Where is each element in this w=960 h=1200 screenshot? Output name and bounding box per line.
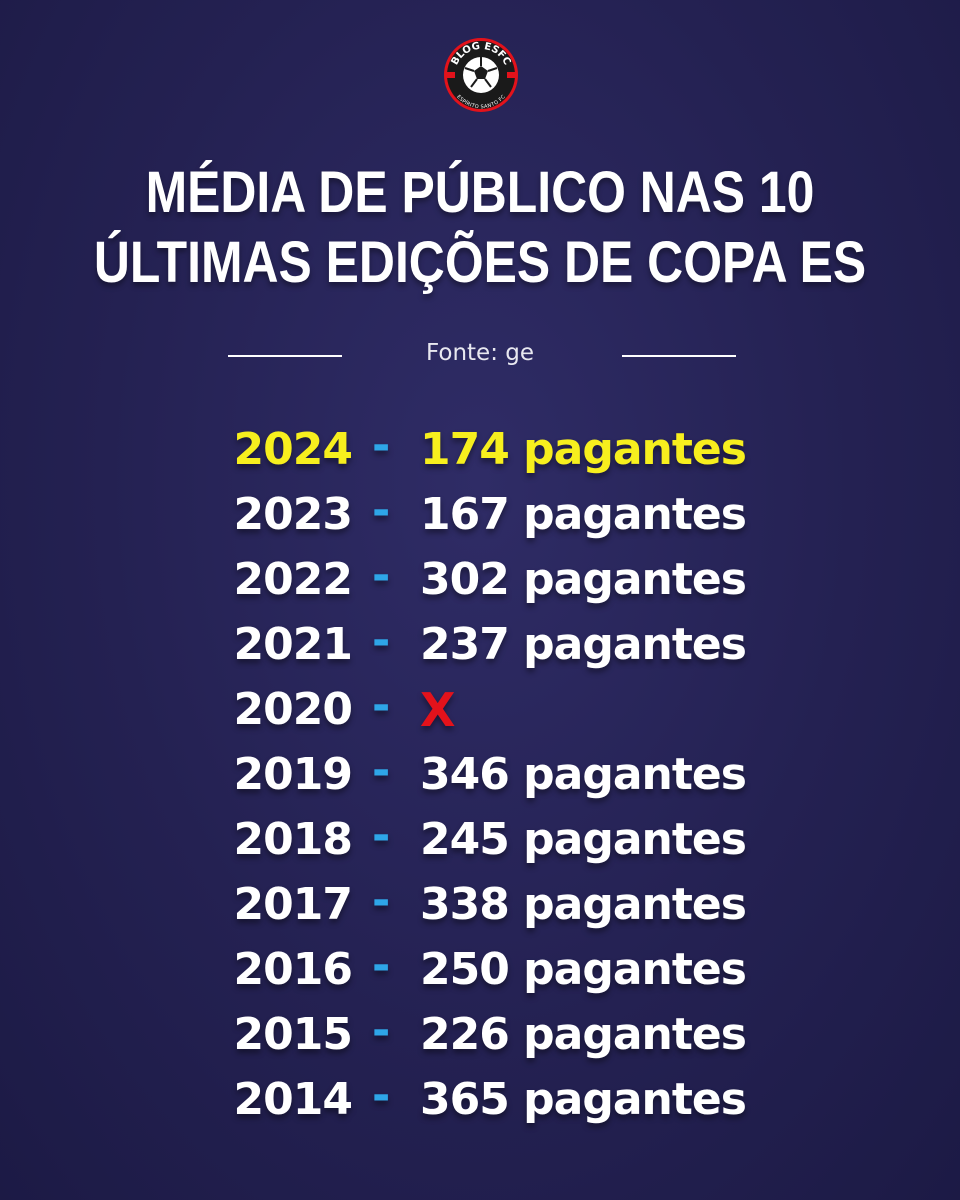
attendance-value: 174 pagantes [420,424,747,475]
dash-separator: - [372,810,391,861]
attendance-value: 237 pagantes [420,619,747,670]
year-label: 2016 [233,944,353,995]
list-item: 2017 - 338 pagantes [0,873,960,937]
attendance-value: 346 pagantes [420,749,747,800]
divider-right [622,355,736,357]
dash-separator: - [372,745,391,796]
year-label: 2023 [233,489,353,540]
page-title: MÉDIA DE PÚBLICO NAS 10 ÚLTIMAS EDIÇÕES … [67,158,893,298]
attendance-value: 302 pagantes [420,554,747,605]
dash-separator: - [372,1005,391,1056]
attendance-value: 167 pagantes [420,489,747,540]
source-row: Fonte: ge [0,338,960,374]
no-data-mark: X [420,683,455,737]
year-label: 2014 [233,1074,353,1125]
list-item: 2020 - X [0,678,960,742]
title-line-1: MÉDIA DE PÚBLICO NAS 10 [145,160,815,225]
year-label: 2017 [233,879,353,930]
year-label: 2018 [233,814,353,865]
blog-esfc-logo: BLOG ESFC ESPÍRITO SANTO FC [444,38,518,112]
year-label: 2015 [233,1009,353,1060]
dash-separator: - [372,680,391,731]
year-label: 2020 [233,684,353,735]
list-item: 2019 - 346 pagantes [0,743,960,807]
year-label: 2022 [233,554,353,605]
attendance-value: 250 pagantes [420,944,747,995]
list-item: 2023 - 167 pagantes [0,483,960,547]
year-label: 2021 [233,619,353,670]
attendance-value: 226 pagantes [420,1009,747,1060]
list-item: 2015 - 226 pagantes [0,1003,960,1067]
list-item: 2021 - 237 pagantes [0,613,960,677]
attendance-value: 245 pagantes [420,814,747,865]
year-label: 2024 [233,424,353,475]
list-item: 2024 - 174 pagantes [0,418,960,482]
dash-separator: - [372,875,391,926]
list-item: 2018 - 245 pagantes [0,808,960,872]
divider-left [228,355,342,357]
attendance-value: 365 pagantes [420,1074,747,1125]
year-label: 2019 [233,749,353,800]
list-item: 2022 - 302 pagantes [0,548,960,612]
dash-separator: - [372,940,391,991]
list-item: 2016 - 250 pagantes [0,938,960,1002]
list-item: 2014 - 365 pagantes [0,1068,960,1132]
dash-separator: - [372,1070,391,1121]
title-line-2: ÚLTIMAS EDIÇÕES DE COPA ES [93,230,867,295]
dash-separator: - [372,550,391,601]
attendance-value: 338 pagantes [420,879,747,930]
dash-separator: - [372,420,391,471]
source-label: Fonte: ge [425,340,535,366]
dash-separator: - [372,485,391,536]
dash-separator: - [372,615,391,666]
